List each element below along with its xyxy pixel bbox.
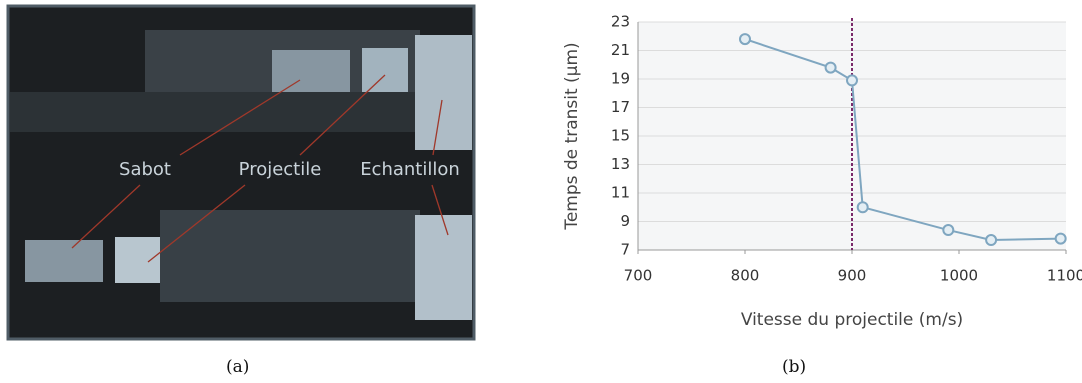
caption: (a) [226,357,250,377]
chart: 7 9 11 13 15 17 19 21 23 700 800 900 1000 1100 Vitesse… [562,13,1082,331]
data-point [1054,232,1067,245]
y-tick-label: 11 [611,184,630,202]
data-point [942,224,955,237]
x-axis-label: Vitesse du projectile (m/s) [741,310,963,330]
y-tick-label: 9 [620,212,630,230]
image-shape [272,50,350,92]
data-point [824,61,837,74]
y-tick-label: 15 [611,127,630,145]
y-tick-label: 13 [611,155,630,173]
y-tick-label: 19 [611,70,630,88]
x-tick-label: 1100 [1047,267,1082,285]
image-shape [415,35,472,150]
image-shape [25,240,103,282]
image-shape [115,237,160,283]
x-tick-label: 700 [624,267,653,285]
data-point [739,33,751,46]
y-tick-label: 7 [620,241,630,259]
x-tick-label: 1000 [940,267,978,285]
y-axis-label: Temps de transit (µm) [562,42,582,230]
y-tick-label: 17 [611,98,630,116]
image-shape [160,210,420,302]
image-shape [362,48,408,92]
x-tick-label: 900 [838,267,867,285]
data-point [856,201,869,214]
image-label: Sabot [119,159,171,180]
pointer-lines [71,74,449,263]
x-tick-label: 800 [731,267,760,285]
image-label: Projectile [239,159,322,180]
data-point [846,74,858,87]
image-shape [415,215,472,320]
caption: (b) [782,357,807,377]
image-band [10,92,472,132]
y-tick-label: 23 [611,13,630,31]
image-label: Echantillon [360,159,460,180]
data-point [985,234,998,247]
xray-image: Sabot Projectile Echantillon [6,4,476,341]
y-tick-label: 21 [611,41,630,59]
